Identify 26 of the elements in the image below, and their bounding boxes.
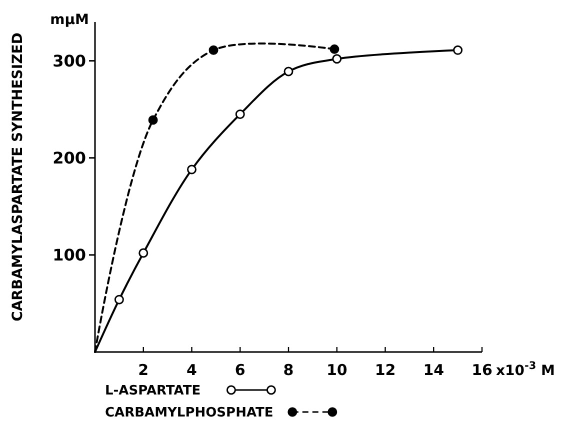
legend-label: CARBAMYLPHOSPHATE [105, 406, 274, 421]
x-tick-label: 6 [234, 361, 246, 379]
point [114, 294, 124, 304]
y-tick-label: 100 [52, 246, 86, 265]
x-tick-label: 8 [283, 361, 294, 379]
point [284, 66, 294, 76]
point [330, 44, 340, 54]
text: mμM [50, 12, 89, 28]
x-tick-label: 2 [138, 361, 149, 379]
y-tick-label: 300 [52, 51, 86, 70]
x-tick-label: 4 [186, 361, 197, 379]
point [332, 54, 342, 64]
x-axis-title: x10$^{-3}$ M [496, 360, 555, 379]
point [235, 109, 245, 119]
y-tick-label: 200 [52, 148, 86, 168]
point [187, 164, 196, 174]
point [208, 45, 218, 55]
x-tick-label: 14 [423, 361, 444, 379]
y-axis-title: CARBAMYLASPARTATE SYNTHESIZED [10, 32, 26, 322]
legend-label: L-ASPARTATE [105, 384, 201, 399]
point [453, 45, 463, 55]
x-tick-label: 16 [472, 361, 492, 379]
x-tick-label: 10 [326, 361, 348, 379]
point [138, 248, 148, 258]
point [148, 115, 158, 125]
x-tick-label: 12 [374, 361, 396, 379]
